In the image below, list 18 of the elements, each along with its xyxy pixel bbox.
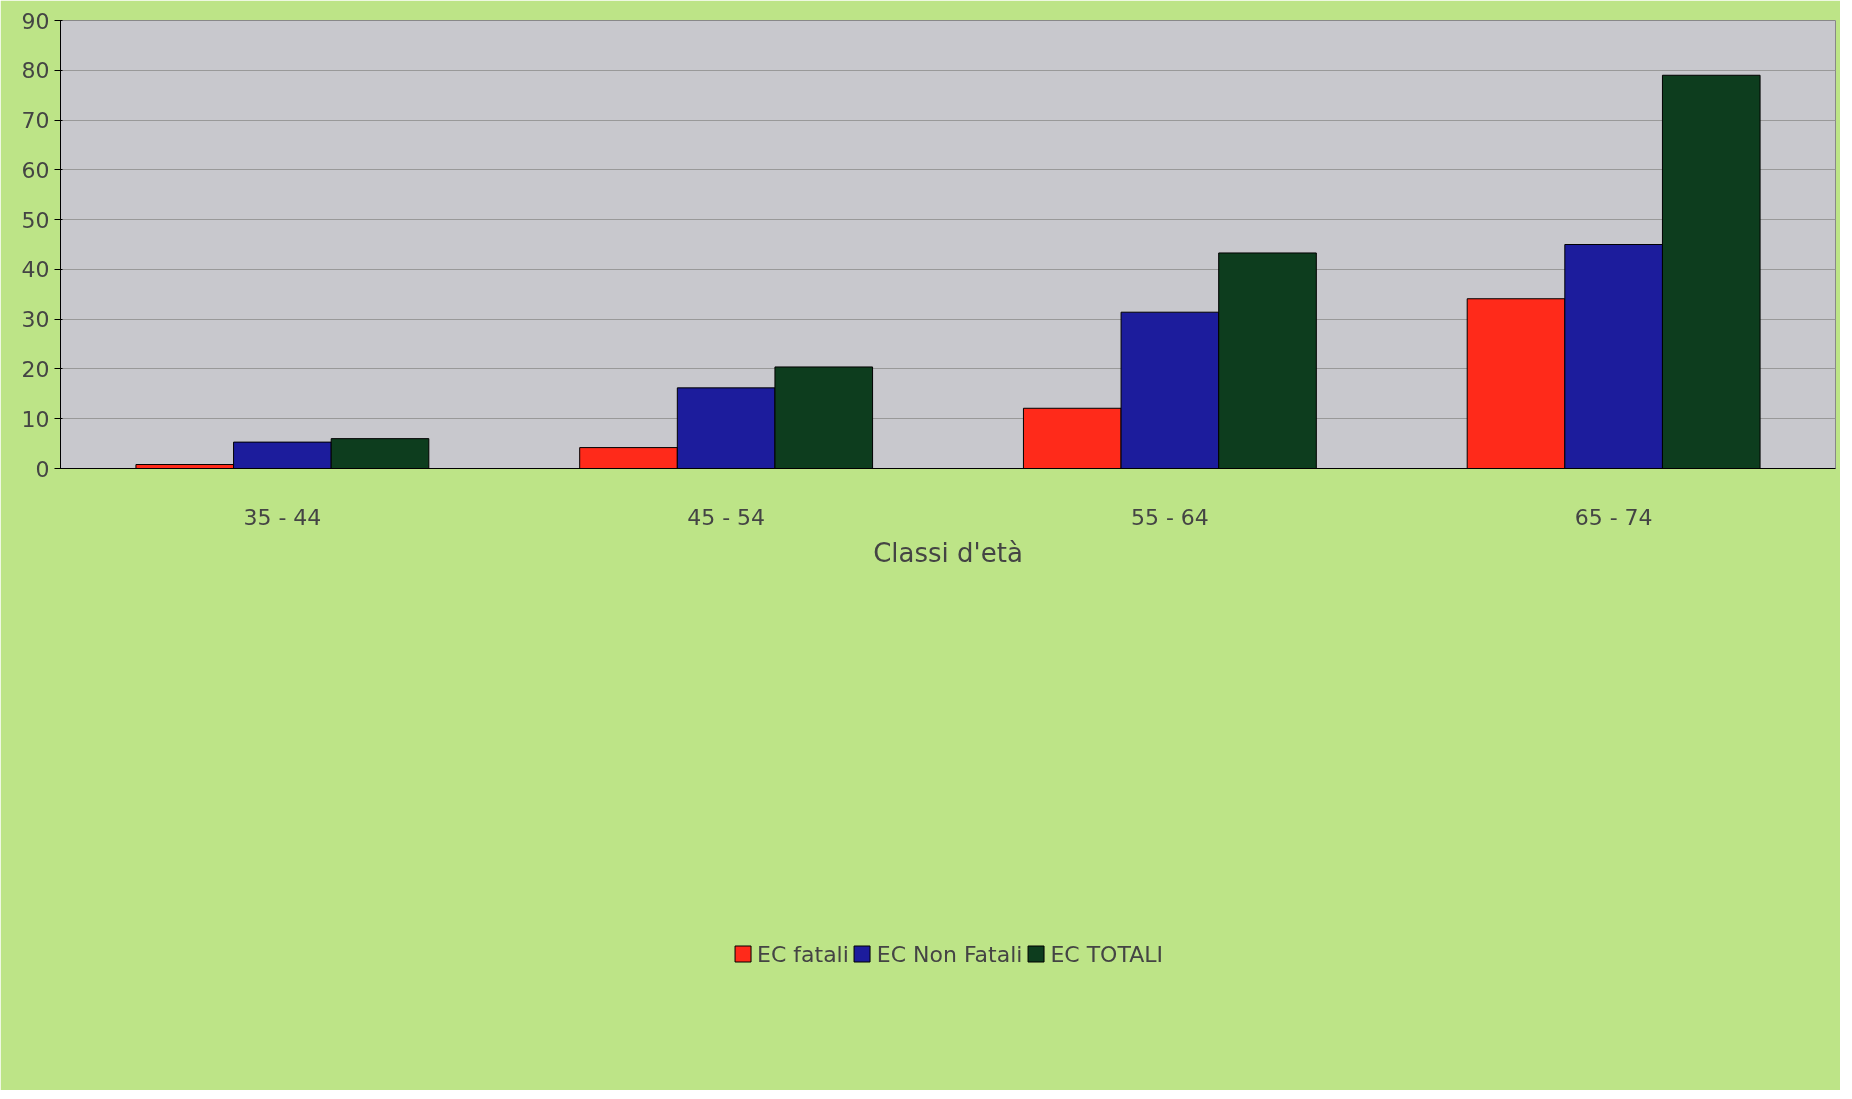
legend-label: EC fatali xyxy=(757,941,849,967)
y-tick-label: 40 xyxy=(21,257,50,283)
y-tick-label: 50 xyxy=(21,207,50,233)
y-tick-label: 10 xyxy=(21,406,50,432)
y-tick-label: 20 xyxy=(21,356,50,382)
x-tick-label: 35 - 44 xyxy=(243,504,322,530)
x-tick-label: 65 - 74 xyxy=(1574,504,1653,530)
y-tick-label: 30 xyxy=(21,307,50,333)
legend-label: EC TOTALI xyxy=(1050,941,1163,967)
y-tick-label: 80 xyxy=(21,58,50,84)
y-tick-label: 60 xyxy=(21,157,50,183)
y-tick-label: 90 xyxy=(21,8,50,34)
x-axis-title: Classi d'età xyxy=(873,537,1023,568)
x-tick-label: 55 - 64 xyxy=(1130,504,1209,530)
y-tick-label: 0 xyxy=(35,456,50,482)
legend-label: EC Non Fatali xyxy=(876,941,1023,967)
x-tick-label: 45 - 54 xyxy=(687,504,766,530)
y-tick-label: 70 xyxy=(21,108,50,134)
